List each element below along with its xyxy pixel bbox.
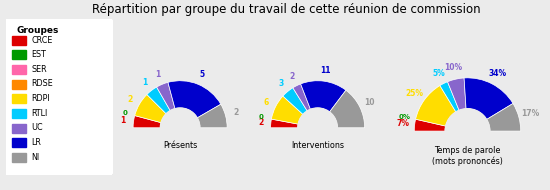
- Wedge shape: [271, 96, 303, 124]
- Text: RDPI: RDPI: [31, 94, 50, 103]
- Text: 2: 2: [128, 95, 133, 104]
- Text: 2: 2: [258, 118, 263, 127]
- Text: 3: 3: [278, 79, 284, 88]
- Bar: [12, 109, 26, 118]
- Circle shape: [298, 108, 337, 147]
- Bar: [12, 36, 26, 45]
- Wedge shape: [414, 119, 446, 131]
- Text: 0%: 0%: [398, 114, 410, 120]
- Wedge shape: [197, 104, 227, 128]
- FancyBboxPatch shape: [4, 17, 114, 176]
- Bar: [12, 124, 26, 133]
- Text: 2: 2: [289, 72, 295, 81]
- Text: 6: 6: [263, 98, 269, 107]
- Wedge shape: [487, 104, 521, 131]
- Circle shape: [445, 109, 490, 154]
- Text: 5%: 5%: [432, 69, 445, 78]
- Text: RDSE: RDSE: [31, 79, 53, 89]
- Wedge shape: [168, 81, 221, 118]
- Text: 1: 1: [142, 78, 148, 87]
- Text: 25%: 25%: [406, 89, 424, 98]
- Text: 17%: 17%: [521, 109, 539, 118]
- Text: 1: 1: [156, 70, 161, 79]
- Text: 34%: 34%: [488, 69, 507, 78]
- Text: 5: 5: [200, 70, 205, 79]
- Bar: [12, 153, 26, 162]
- Wedge shape: [464, 78, 513, 120]
- Text: 10%: 10%: [444, 63, 462, 72]
- Text: LR: LR: [31, 138, 41, 147]
- Wedge shape: [283, 88, 307, 114]
- Bar: [12, 65, 26, 74]
- Wedge shape: [301, 81, 346, 112]
- Text: Répartition par groupe du travail de cette réunion de commission: Répartition par groupe du travail de cet…: [92, 3, 480, 16]
- Text: UC: UC: [31, 123, 43, 132]
- Wedge shape: [448, 78, 466, 110]
- Wedge shape: [416, 86, 456, 126]
- Wedge shape: [133, 116, 161, 128]
- Text: NI: NI: [31, 153, 40, 162]
- Bar: [12, 50, 26, 59]
- Text: EST: EST: [31, 50, 46, 59]
- Text: 11: 11: [320, 66, 331, 75]
- Wedge shape: [157, 82, 175, 111]
- Text: 0: 0: [259, 114, 263, 120]
- Wedge shape: [440, 82, 459, 112]
- Text: Groupes: Groupes: [16, 26, 59, 35]
- Text: 0: 0: [122, 110, 127, 116]
- Text: CRCE: CRCE: [31, 36, 53, 44]
- Text: 2: 2: [233, 108, 238, 117]
- Text: Présents: Présents: [163, 141, 197, 150]
- Text: SER: SER: [31, 65, 47, 74]
- Bar: [12, 138, 26, 147]
- Wedge shape: [271, 119, 298, 128]
- Text: Interventions: Interventions: [291, 141, 344, 150]
- Text: 1: 1: [120, 116, 126, 125]
- Text: 10: 10: [364, 98, 374, 107]
- Circle shape: [161, 108, 200, 147]
- Wedge shape: [329, 90, 365, 128]
- Wedge shape: [147, 87, 170, 114]
- Text: RTLI: RTLI: [31, 109, 47, 118]
- Wedge shape: [135, 94, 166, 123]
- Bar: [12, 94, 26, 103]
- Bar: [12, 80, 26, 89]
- Wedge shape: [293, 84, 311, 111]
- Text: 7%: 7%: [397, 119, 409, 128]
- Text: Temps de parole
(mots prononcés): Temps de parole (mots prononcés): [432, 146, 503, 166]
